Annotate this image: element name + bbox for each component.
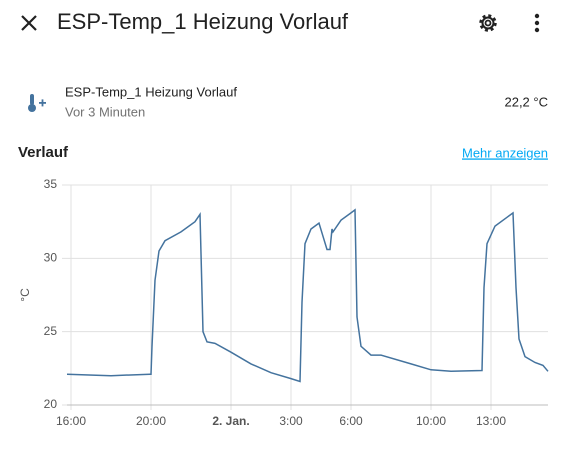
y-tick-label: 30 xyxy=(44,251,58,265)
y-tick-label: 20 xyxy=(44,397,58,411)
x-tick-label: 16:00 xyxy=(56,414,86,428)
y-tick-label: 35 xyxy=(44,177,58,191)
x-tick-label: 2. Jan. xyxy=(212,414,249,428)
settings-button[interactable] xyxy=(479,14,497,32)
menu-button[interactable] xyxy=(534,13,540,33)
dialog-title: ESP-Temp_1 Heizung Vorlauf xyxy=(57,9,349,34)
close-button[interactable] xyxy=(21,15,37,31)
last-changed: Vor 3 Minuten xyxy=(65,104,145,119)
y-axis-label: °C xyxy=(18,288,32,302)
temperature-line xyxy=(66,208,549,383)
history-title: Verlauf xyxy=(18,144,69,161)
y-tick-label: 25 xyxy=(44,324,58,338)
x-tick-label: 13:00 xyxy=(476,414,506,428)
thermometer-icon xyxy=(28,94,46,112)
chart: 20 25 30 35 16:00 20:00 2. Jan. 3:00 6:00 10:00 13… xyxy=(18,177,549,428)
more-link[interactable]: Mehr anzeigen xyxy=(462,145,548,160)
x-tick-label: 10:00 xyxy=(416,414,446,428)
x-tick-label: 20:00 xyxy=(136,414,166,428)
entity-name: ESP-Temp_1 Heizung Vorlauf xyxy=(65,84,237,99)
x-tick-label: 3:00 xyxy=(279,414,303,428)
x-tick-label: 6:00 xyxy=(339,414,363,428)
entity-state: 22,2 °C xyxy=(504,94,548,109)
